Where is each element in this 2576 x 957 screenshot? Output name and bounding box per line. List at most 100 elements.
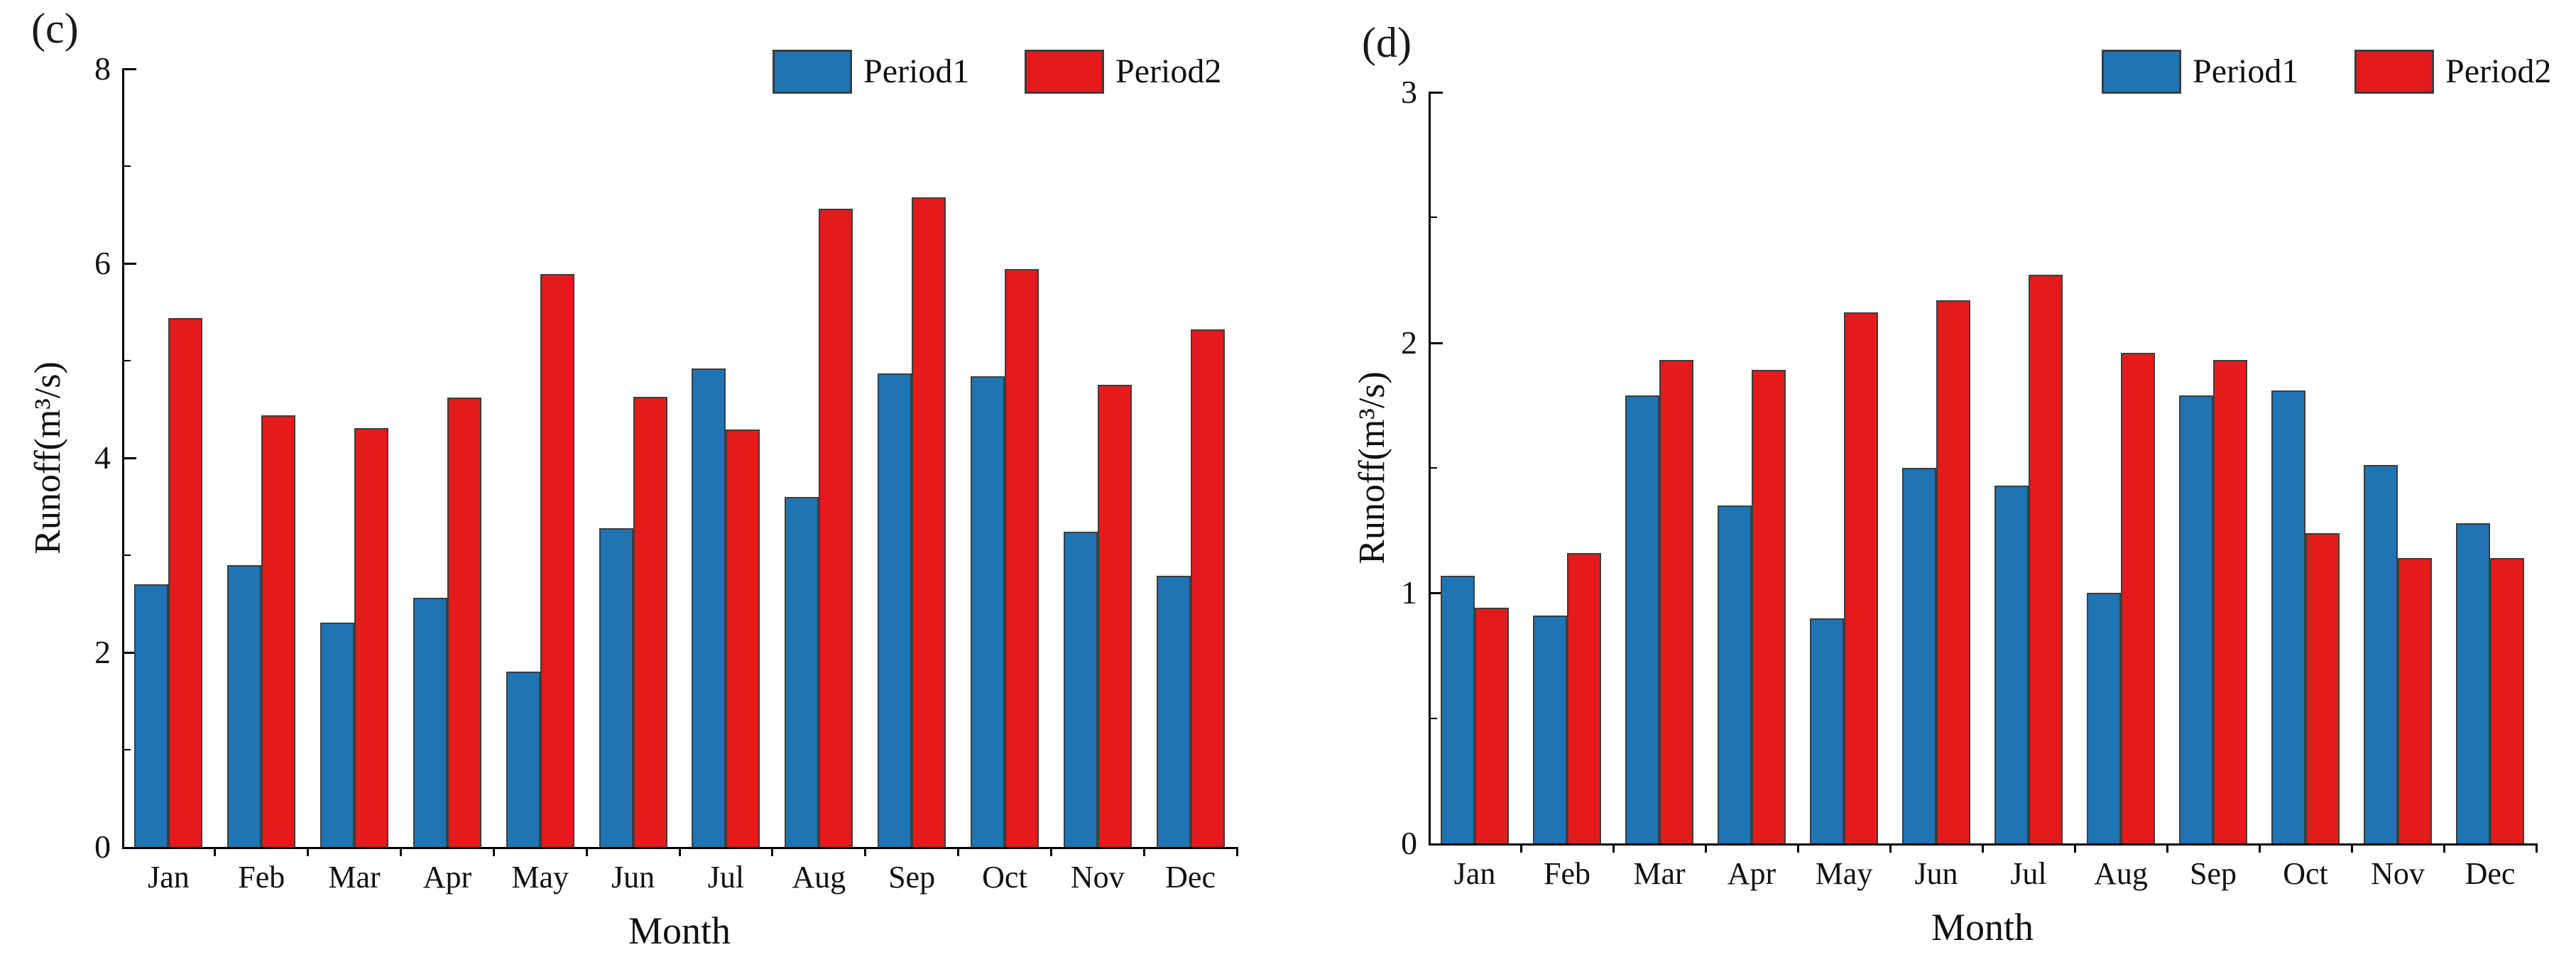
panel-d-y-axis-label: Runoff(m³/s) (1352, 371, 1392, 564)
bar-oct-period2 (1004, 269, 1039, 847)
month-label-aug: Aug (2094, 856, 2148, 891)
bar-mar-period2 (1659, 360, 1693, 843)
x-tick (678, 847, 681, 856)
x-tick (1981, 843, 1984, 853)
y-major-tick (1429, 592, 1443, 595)
panel-d: (d) Runoff(m³/s) Month Period1 Period2 0… (1288, 0, 2576, 957)
bar-aug-period2 (819, 209, 853, 847)
y-tick-label: 2 (94, 634, 111, 670)
y-minor-tick (1429, 217, 1437, 219)
period1-swatch (2102, 50, 2181, 94)
x-tick (307, 847, 310, 856)
y-major-tick (1429, 92, 1443, 94)
y-minor-tick (122, 554, 131, 556)
x-tick (1796, 843, 1799, 853)
bar-jun-period2 (1936, 300, 1970, 843)
x-tick (214, 847, 217, 856)
month-label-may: May (511, 860, 569, 895)
panel-c-legend-item-period2: Period2 (1025, 48, 1221, 95)
bar-sep-period2 (2213, 360, 2247, 843)
bar-nov-period1 (2364, 465, 2398, 843)
bar-jul-period1 (1994, 485, 2029, 843)
month-label-sep: Sep (888, 860, 936, 895)
month-label-apr: Apr (422, 860, 472, 895)
y-minor-tick (122, 360, 131, 361)
y-major-tick (1429, 341, 1443, 344)
x-tick (2073, 843, 2076, 853)
month-label-oct: Oct (982, 860, 1027, 895)
period1-swatch (773, 50, 852, 94)
bar-nov-period1 (1063, 532, 1098, 847)
x-tick (1235, 847, 1238, 856)
x-tick (2258, 843, 2261, 853)
period1-legend-label: Period1 (2193, 53, 2299, 90)
bar-may-period1 (1810, 618, 1844, 843)
bar-may-period2 (1844, 312, 1878, 843)
y-tick-label: 0 (1401, 825, 1417, 861)
y-minor-tick (1429, 467, 1437, 469)
month-label-jul: Jul (707, 860, 745, 895)
bar-jan-period1 (1441, 575, 1475, 843)
x-tick (2443, 843, 2445, 853)
panel-c-x-axis-label: Month (628, 909, 731, 952)
period1-legend-label: Period1 (863, 53, 970, 90)
period2-swatch (1025, 50, 1104, 94)
x-tick (585, 847, 588, 856)
bar-jan-period2 (168, 317, 203, 847)
y-minor-tick (1429, 717, 1437, 719)
bar-mar-period2 (354, 427, 389, 847)
bar-jun-period1 (1902, 468, 1936, 843)
x-tick (957, 847, 959, 856)
bar-apr-period2 (447, 398, 481, 847)
bar-oct-period1 (970, 376, 1005, 847)
month-label-jun: Jun (1914, 856, 1958, 891)
x-tick (1049, 847, 1052, 856)
y-tick-label: 0 (94, 829, 111, 865)
month-label-nov: Nov (1070, 860, 1125, 895)
y-tick-label: 4 (94, 439, 111, 476)
bar-dec-period1 (1156, 575, 1191, 847)
y-major-tick (122, 68, 136, 70)
y-major-tick (122, 652, 136, 654)
y-major-tick (122, 263, 136, 265)
bar-dec-period1 (2456, 523, 2490, 843)
bar-apr-period1 (1718, 505, 1752, 843)
bar-sep-period1 (2179, 395, 2213, 843)
x-tick (771, 847, 774, 856)
period2-swatch (2354, 50, 2434, 94)
bar-oct-period1 (2271, 390, 2305, 843)
month-label-dec: Dec (1165, 860, 1216, 895)
bar-may-period1 (506, 672, 540, 847)
y-tick-label: 1 (1401, 574, 1417, 611)
bar-apr-period2 (1752, 370, 1786, 843)
x-tick (2535, 843, 2538, 853)
panel-d-x-axis-label: Month (1931, 906, 2034, 948)
month-label-apr: Apr (1727, 856, 1777, 891)
bar-may-period2 (540, 274, 574, 847)
bar-jul-period2 (2029, 275, 2063, 843)
bar-oct-period2 (2305, 532, 2340, 843)
bar-aug-period2 (2121, 352, 2155, 843)
month-label-may: May (1815, 856, 1873, 891)
x-tick (1142, 847, 1145, 856)
x-tick (492, 847, 495, 856)
x-tick (2166, 843, 2168, 853)
bar-feb-period2 (261, 415, 296, 847)
y-tick-label: 8 (94, 50, 111, 87)
panel-c-tag: (c) (31, 5, 79, 52)
panel-d-tag: (d) (1362, 19, 1412, 66)
month-label-mar: Mar (328, 860, 381, 895)
bar-nov-period2 (2398, 557, 2432, 843)
month-label-jan: Jan (148, 860, 190, 895)
bar-mar-period1 (1625, 395, 1659, 843)
bar-feb-period1 (227, 564, 262, 847)
bar-jan-period1 (134, 584, 169, 847)
panel-c-legend-item-period1: Period1 (773, 48, 969, 95)
x-tick (1612, 843, 1615, 853)
panel-d-legend-item-period2: Period2 (2354, 48, 2551, 95)
bar-dec-period2 (1190, 329, 1225, 847)
y-tick-label: 3 (1401, 74, 1417, 110)
bar-feb-period1 (1533, 616, 1567, 843)
bar-aug-period1 (785, 496, 819, 847)
